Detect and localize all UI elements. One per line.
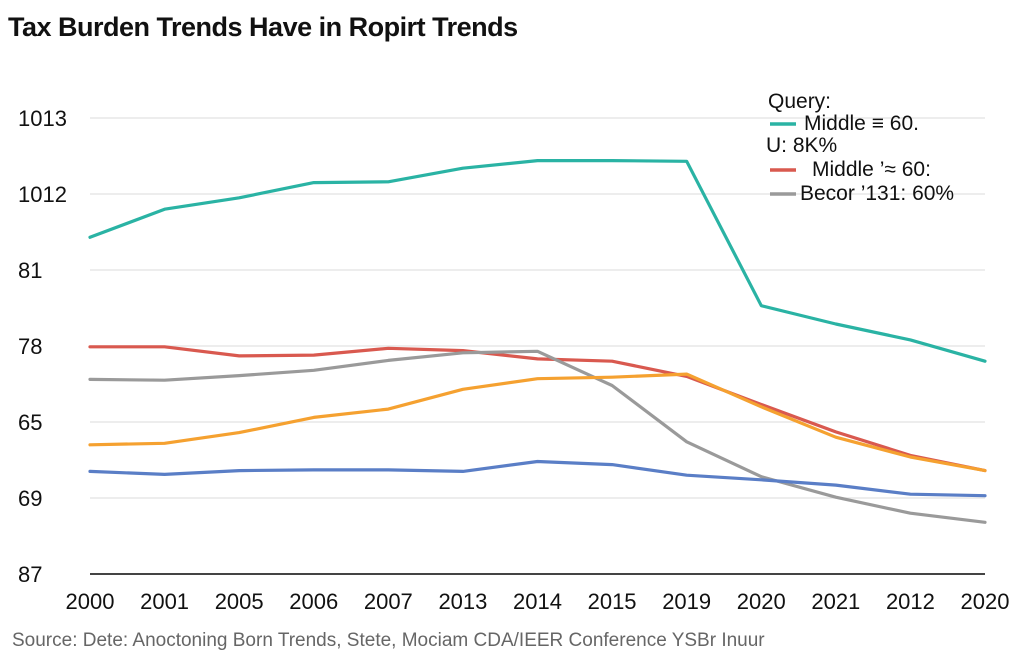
series-line-red — [88, 345, 987, 473]
x-tick-label: 2000 — [66, 589, 115, 614]
x-tick-label: 2001 — [140, 589, 189, 614]
legend-entry-label: Middle ’≈ 60: — [812, 158, 931, 181]
chart-title: Tax Burden Trends Have in Ropirt Trends — [8, 12, 518, 42]
source-note: Source: Dete: Anoctoning Born Trends, St… — [12, 630, 765, 651]
x-tick-label: 2015 — [588, 589, 637, 614]
x-tick-label: 2014 — [513, 589, 562, 614]
series-line-teal — [88, 159, 987, 363]
x-tick-label: 2019 — [662, 589, 711, 614]
y-tick-label: 78 — [18, 334, 42, 359]
series-line-gray — [88, 349, 987, 524]
legend-title: Query: — [768, 90, 831, 113]
x-tick-label: 2006 — [289, 589, 338, 614]
series-line-blue — [88, 459, 987, 498]
legend-entry-label: Becor ’131: 60% — [800, 182, 954, 205]
y-tick-label: 87 — [18, 562, 42, 587]
y-tick-label: 81 — [18, 258, 42, 283]
x-tick-label: 2020 — [961, 589, 1010, 614]
x-tick-label: 2012 — [886, 589, 935, 614]
series-lines — [88, 159, 987, 524]
series-line-orange — [88, 372, 987, 473]
legend: Query: Middle ≡ 60.U: 8K%Middle ’≈ 60:Be… — [766, 90, 954, 205]
legend-entry-label: U: 8K% — [766, 134, 837, 157]
x-tick-label: 2013 — [438, 589, 487, 614]
x-tick-label: 2020 — [737, 589, 786, 614]
x-tick-label: 2007 — [364, 589, 413, 614]
y-axis-labels: 1013 1012 81 78 65 69 87 — [18, 106, 67, 587]
y-tick-label: 1012 — [18, 182, 67, 207]
y-tick-label: 65 — [18, 410, 42, 435]
x-tick-label: 2005 — [215, 589, 264, 614]
legend-entry-label: Middle ≡ 60. — [804, 112, 919, 135]
x-axis-labels: 2000 2001 2005 2006 2007 2013 2014 2015 2019 2020… — [66, 589, 1010, 614]
y-tick-label: 69 — [18, 486, 42, 511]
y-tick-label: 1013 — [18, 106, 67, 131]
x-tick-label: 2021 — [811, 589, 860, 614]
